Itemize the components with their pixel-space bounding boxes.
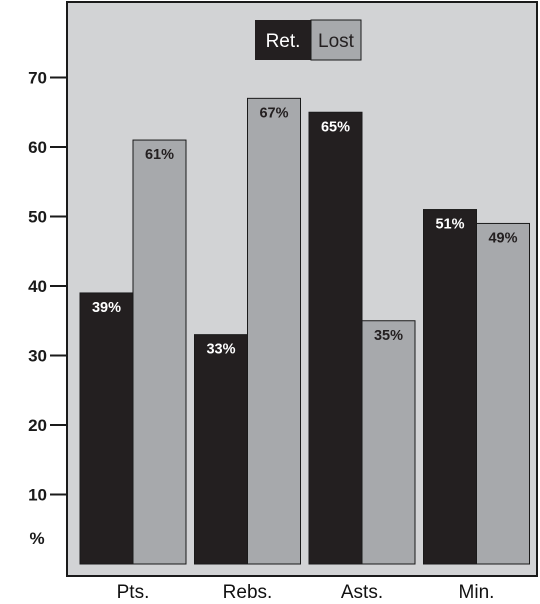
x-axis: Pts. Rebs. Asts. Min. [117, 582, 495, 603]
bar-ret [308, 111, 363, 565]
bar-lost [476, 222, 530, 565]
data-labels-layer: 39% 61% 33% 67% 65% 35% 51% 49% [92, 105, 518, 357]
y-tick-label: 10 [28, 486, 47, 505]
data-label: 61% [145, 147, 174, 163]
legend-label-lost: Lost [318, 31, 355, 52]
bar-lost [361, 320, 416, 565]
x-tick-label: Pts. [117, 582, 150, 603]
data-label: 33% [206, 342, 235, 358]
data-label: 67% [259, 105, 288, 121]
y-axis-label: % [29, 529, 44, 548]
y-tick-label: 60 [28, 138, 47, 157]
y-tick-label: 30 [28, 347, 47, 366]
legend-swatch-ret [255, 20, 311, 60]
y-tick-label: 40 [28, 277, 47, 296]
y-axis: 10 20 30 40 50 60 70 [28, 69, 67, 505]
bars-layer [79, 97, 530, 565]
data-label: 51% [435, 217, 464, 233]
bar-lost [247, 97, 301, 565]
y-tick-label: 20 [28, 416, 47, 435]
legend-label-ret: Ret. [266, 31, 301, 52]
x-tick-label: Asts. [341, 582, 383, 603]
legend: Ret. Lost [255, 19, 362, 61]
x-tick-label: Min. [459, 582, 495, 603]
bar-ret [79, 292, 134, 565]
data-label: 35% [374, 328, 403, 344]
bar-lost [132, 139, 187, 565]
bar-ret [423, 209, 477, 565]
data-label: 65% [321, 119, 350, 135]
data-label: 39% [92, 300, 121, 316]
x-tick-label: Rebs. [223, 582, 273, 603]
legend-swatch-lost [310, 19, 362, 61]
bar-ret [194, 334, 248, 565]
data-label: 49% [488, 230, 517, 246]
y-tick-label: 70 [28, 69, 47, 88]
y-tick-label: 50 [28, 208, 47, 227]
